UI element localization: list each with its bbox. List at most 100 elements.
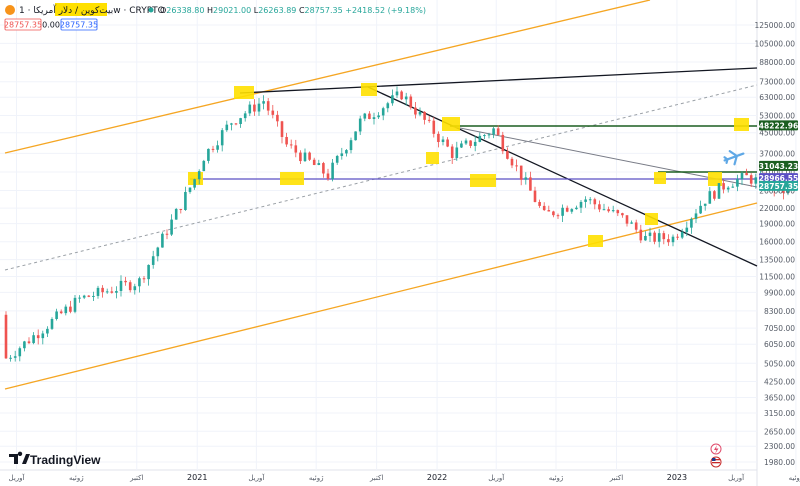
price-label-box[interactable] xyxy=(759,120,798,131)
candle-body[interactable] xyxy=(230,123,233,125)
candle-body[interactable] xyxy=(648,232,652,236)
candle-body[interactable] xyxy=(36,335,40,339)
candle-body[interactable] xyxy=(13,356,17,358)
candle-body[interactable] xyxy=(326,173,330,179)
candle-body[interactable] xyxy=(441,139,445,143)
candle-body[interactable] xyxy=(299,152,302,162)
candle-body[interactable] xyxy=(469,140,472,146)
candle-body[interactable] xyxy=(703,203,707,206)
candle-body[interactable] xyxy=(515,165,518,167)
candle-body[interactable] xyxy=(156,247,160,257)
plot-area[interactable] xyxy=(0,0,757,486)
candle-body[interactable] xyxy=(92,295,95,297)
channel-upper-line[interactable] xyxy=(4,0,651,154)
candle-body[interactable] xyxy=(506,151,509,159)
candle-body[interactable] xyxy=(211,148,215,150)
candle-body[interactable] xyxy=(69,306,72,312)
candle-body[interactable] xyxy=(473,141,477,146)
candle-body[interactable] xyxy=(276,114,279,122)
candle-body[interactable] xyxy=(593,199,597,205)
candle-body[interactable] xyxy=(285,136,288,145)
candle-body[interactable] xyxy=(584,199,587,202)
highlight-marker[interactable] xyxy=(588,235,603,247)
trendline-top-resistance[interactable] xyxy=(239,67,758,94)
candle-body[interactable] xyxy=(87,295,91,297)
highlight-marker[interactable] xyxy=(645,213,658,225)
candle-body[interactable] xyxy=(193,179,196,188)
candle-body[interactable] xyxy=(644,235,647,241)
candle-body[interactable] xyxy=(667,239,670,243)
candle-body[interactable] xyxy=(492,128,495,135)
candle-body[interactable] xyxy=(170,219,173,235)
candle-body[interactable] xyxy=(464,140,468,144)
price-label-box[interactable] xyxy=(759,180,798,191)
price-label-box[interactable] xyxy=(759,160,798,171)
candle-body[interactable] xyxy=(657,233,661,242)
candle-body[interactable] xyxy=(345,150,348,154)
candle-body[interactable] xyxy=(611,210,615,212)
candle-body[interactable] xyxy=(542,205,546,211)
candle-body[interactable] xyxy=(202,160,206,172)
candle-body[interactable] xyxy=(685,227,689,233)
candle-body[interactable] xyxy=(124,280,127,283)
candle-body[interactable] xyxy=(234,123,238,125)
candle-body[interactable] xyxy=(423,111,426,120)
candle-body[interactable] xyxy=(289,144,293,146)
candle-body[interactable] xyxy=(174,208,178,220)
candle-body[interactable] xyxy=(372,117,376,120)
highlight-marker[interactable] xyxy=(708,172,722,186)
candle-body[interactable] xyxy=(335,155,339,163)
highlight-marker[interactable] xyxy=(734,118,749,131)
candle-body[interactable] xyxy=(363,113,367,119)
highlight-marker[interactable] xyxy=(442,117,460,131)
candle-body[interactable] xyxy=(354,131,357,141)
candle-body[interactable] xyxy=(579,201,583,208)
candle-body[interactable] xyxy=(450,146,454,158)
candle-body[interactable] xyxy=(409,96,413,108)
candle-body[interactable] xyxy=(460,143,463,148)
candle-body[interactable] xyxy=(119,280,123,291)
price-label-box[interactable] xyxy=(759,173,798,184)
candle-body[interactable] xyxy=(455,147,459,158)
candle-body[interactable] xyxy=(414,107,417,115)
candle-body[interactable] xyxy=(653,232,656,242)
candle-body[interactable] xyxy=(147,264,150,280)
candle-body[interactable] xyxy=(699,205,702,214)
highlight-marker[interactable] xyxy=(426,152,439,164)
candle-body[interactable] xyxy=(625,215,629,224)
candle-body[interactable] xyxy=(128,282,132,291)
candle-body[interactable] xyxy=(368,113,371,120)
candle-body[interactable] xyxy=(437,133,440,143)
candle-body[interactable] xyxy=(400,91,403,100)
sell-price-badge[interactable] xyxy=(4,18,42,31)
candle-body[interactable] xyxy=(32,335,35,344)
candle-body[interactable] xyxy=(340,153,344,156)
candle-body[interactable] xyxy=(280,121,284,137)
candle-body[interactable] xyxy=(257,103,261,112)
candle-body[interactable] xyxy=(151,256,155,265)
candle-body[interactable] xyxy=(101,287,104,293)
candle-body[interactable] xyxy=(478,135,482,142)
candle-body[interactable] xyxy=(621,213,624,216)
candle-body[interactable] xyxy=(197,171,201,180)
candle-body[interactable] xyxy=(708,191,712,204)
candle-body[interactable] xyxy=(690,218,693,228)
candle-body[interactable] xyxy=(73,297,77,312)
candle-body[interactable] xyxy=(565,207,569,212)
candle-body[interactable] xyxy=(680,232,684,238)
candle-body[interactable] xyxy=(220,130,224,146)
candle-body[interactable] xyxy=(179,208,183,211)
candle-body[interactable] xyxy=(717,183,721,199)
candle-body[interactable] xyxy=(358,118,362,132)
candle-body[interactable] xyxy=(262,101,265,104)
candle-body[interactable] xyxy=(161,233,164,248)
candle-body[interactable] xyxy=(754,177,758,184)
candle-body[interactable] xyxy=(142,278,146,280)
highlight-marker[interactable] xyxy=(654,172,666,184)
candle-body[interactable] xyxy=(446,139,449,147)
candle-body[interactable] xyxy=(322,163,325,174)
candle-body[interactable] xyxy=(225,124,229,131)
candle-body[interactable] xyxy=(598,204,601,210)
candle-body[interactable] xyxy=(377,115,380,118)
candle-body[interactable] xyxy=(248,104,252,114)
